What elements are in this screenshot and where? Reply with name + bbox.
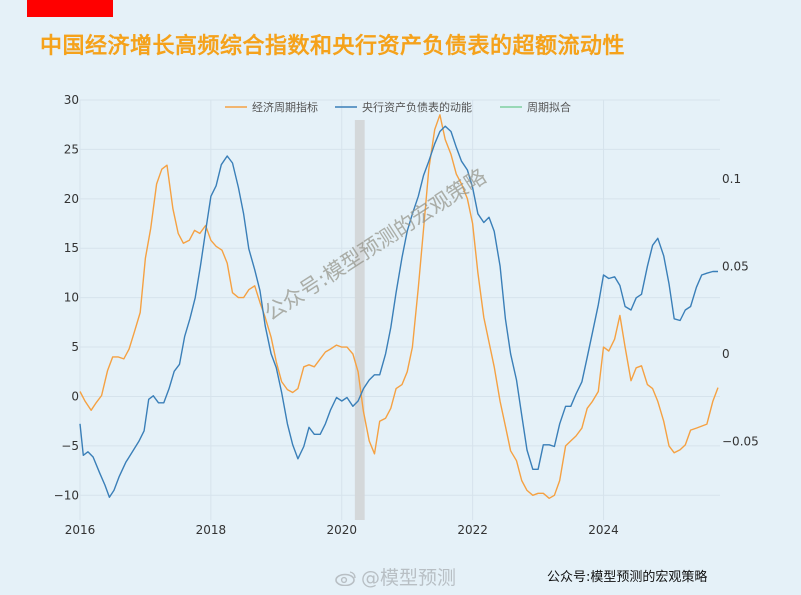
- legend-label: 经济周期指标: [252, 100, 318, 114]
- y-left-tick-label: −10: [54, 488, 79, 502]
- y-right-tick-label: 0.1: [722, 172, 741, 186]
- x-tick-label: 2018: [196, 523, 227, 537]
- page-title: 中国经济增长高频综合指数和央行资产负债表的超额流动性: [40, 34, 626, 59]
- x-tick-label: 2024: [588, 523, 619, 537]
- x-axis: 2016 2018 2020 2022 2024: [65, 523, 619, 537]
- y-left-tick-label: 15: [64, 241, 79, 255]
- x-tick-label: 2016: [65, 523, 96, 537]
- y-right-tick-label: 0.05: [722, 259, 749, 273]
- y-left-tick-label: 30: [64, 93, 79, 107]
- x-tick-label: 2020: [326, 523, 357, 537]
- weibo-handle-text: @模型预测: [361, 567, 457, 589]
- y-left-tick-label: 20: [64, 192, 79, 206]
- y-left-tick-label: −5: [61, 439, 79, 453]
- footer-credit: 公众号:模型预测的宏观策略: [547, 570, 708, 585]
- y-left-tick-label: 0: [71, 389, 79, 403]
- weibo-icon: [335, 571, 356, 586]
- chart-grid: [79, 99, 720, 520]
- red-accent-bar: [27, 0, 113, 17]
- y-left-tick-label: 10: [64, 291, 79, 305]
- y-left-tick-label: 25: [64, 142, 79, 156]
- chart-series: [79, 114, 719, 499]
- shaded-period: [354, 120, 365, 520]
- y-left-tick-label: 5: [71, 340, 79, 354]
- chart-legend: 经济周期指标 央行资产负债表的动能 周期拟合: [225, 100, 571, 114]
- series-line-0: [79, 114, 719, 499]
- x-tick-label: 2022: [457, 523, 488, 537]
- y-axis-left: 30 25 20 15 10 5 0 −5 −10: [54, 93, 79, 502]
- y-right-tick-label: −0.05: [722, 434, 759, 448]
- y-right-tick-label: 0: [722, 347, 730, 361]
- legend-label: 周期拟合: [527, 100, 571, 114]
- y-axis-right: 0.1 0.05 0 −0.05: [722, 172, 759, 449]
- series-line-1: [79, 125, 718, 498]
- weibo-handle: @模型预测: [335, 563, 456, 590]
- legend-label: 央行资产负债表的动能: [362, 100, 472, 114]
